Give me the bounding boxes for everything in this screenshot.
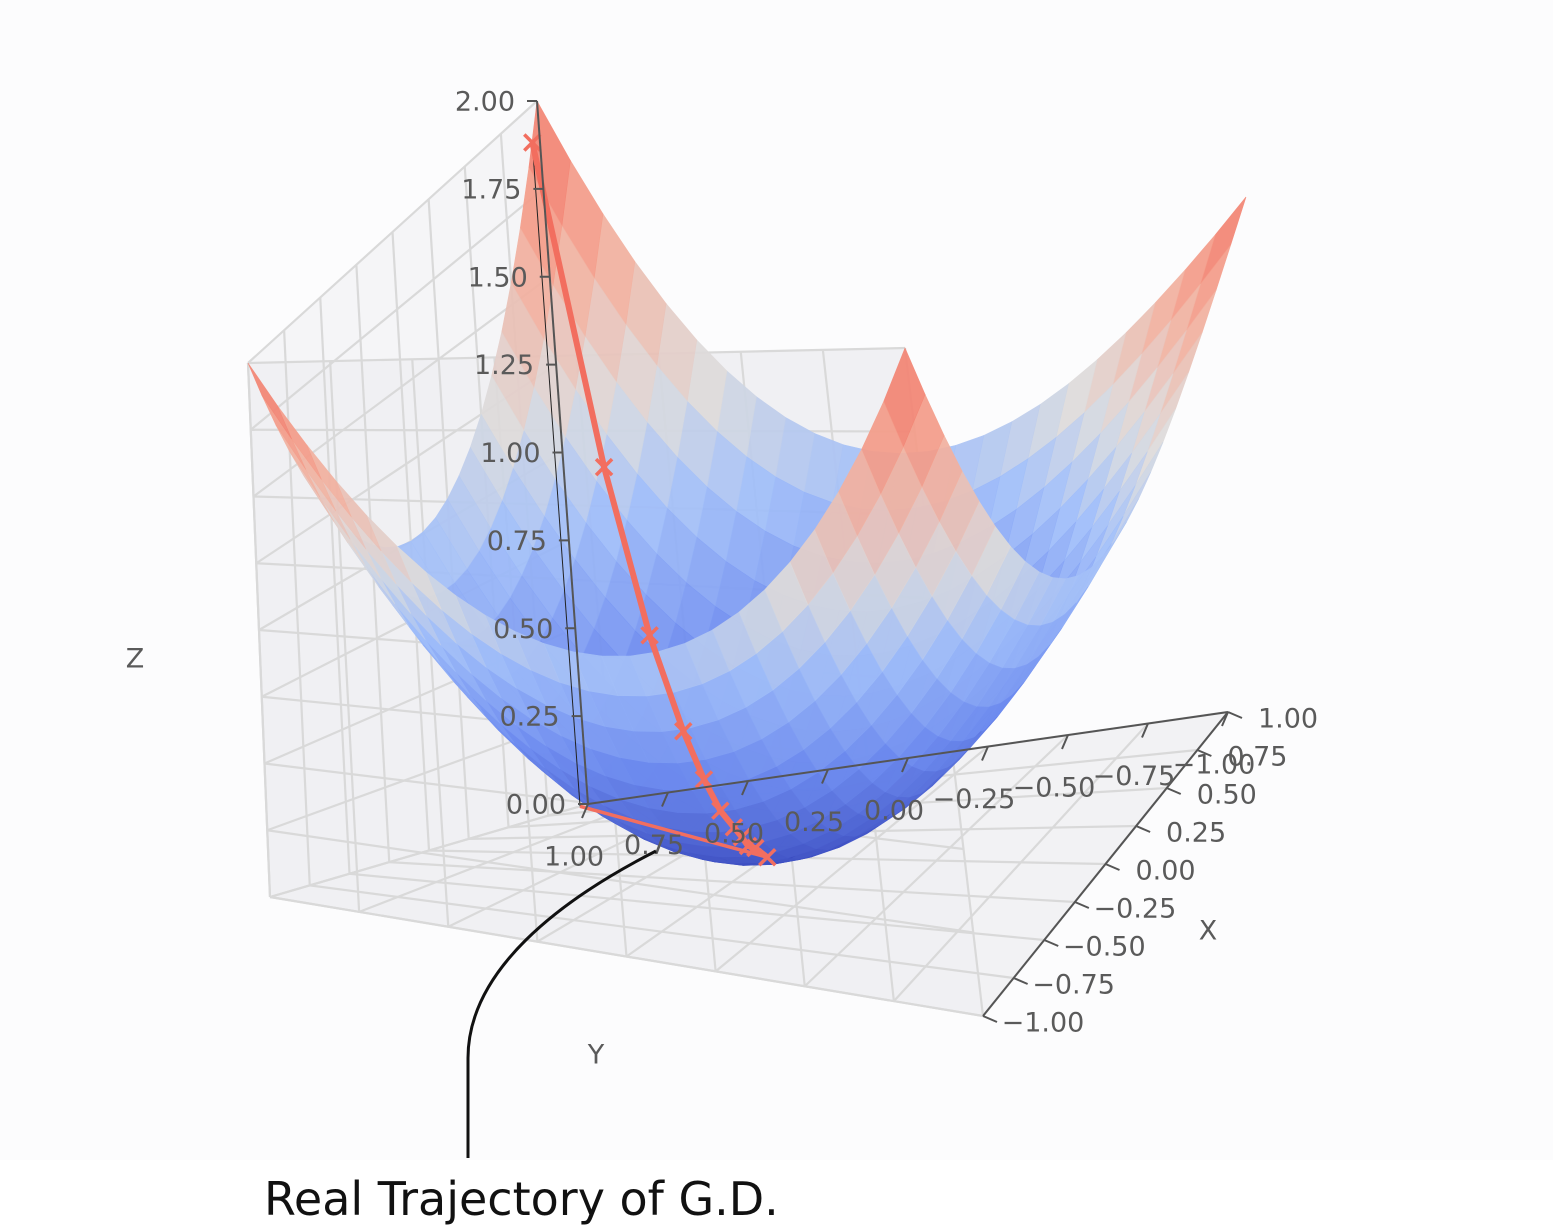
x-tick-label: −0.75: [1032, 970, 1115, 1001]
x-tick-label: −1.00: [1002, 1008, 1085, 1039]
x-tick-label: 1.00: [1258, 704, 1318, 735]
trajectory-marker: [711, 801, 730, 820]
z-tick-label: 0.25: [499, 702, 559, 733]
y-tick-label: 0.00: [864, 796, 924, 827]
x-axis-label: X: [1199, 916, 1218, 947]
y-tick-label: 0.50: [704, 819, 764, 850]
z-tick-label: 1.25: [474, 350, 534, 381]
x-tick-label: 0.00: [1135, 856, 1195, 887]
x-tick-label: 0.50: [1197, 780, 1257, 811]
x-tick-mark: [1074, 901, 1090, 909]
surface-patch: [247, 362, 292, 440]
trajectory-marker: [594, 457, 614, 477]
grid-line: [246, 362, 272, 898]
y-tick-mark: [901, 757, 909, 773]
x-tick-mark: [1135, 825, 1151, 833]
y-tick-label: 0.75: [624, 830, 684, 861]
x-tick-mark: [1043, 939, 1059, 947]
trajectory-marker: [674, 721, 693, 741]
tick-labels: −1.00−0.75−0.50−0.250.000.250.500.751.00…: [126, 87, 1318, 1071]
trajectory-marker: [746, 838, 765, 858]
trajectory: [523, 133, 777, 867]
trajectory-marker: [640, 626, 659, 645]
z-tick-label: 1.00: [480, 438, 540, 469]
y-tick-label: −0.25: [933, 784, 1016, 815]
y-tick-mark: [581, 803, 589, 819]
trajectory-marker: [724, 818, 744, 837]
y-tick-label: 0.25: [784, 807, 844, 838]
annotation-callout-line: [466, 849, 657, 1158]
x-tick-label: 0.25: [1166, 818, 1226, 849]
x-tick-mark: [1196, 749, 1212, 757]
grid-line: [269, 802, 589, 899]
surface-patch: [1200, 196, 1247, 285]
x-tick-mark: [982, 1015, 998, 1023]
x-tick-mark: [1227, 711, 1243, 719]
annotation-label: Real Trajectory of G.D.: [264, 1172, 779, 1226]
y-tick-mark: [981, 746, 989, 761]
y-tick-mark: [1061, 734, 1069, 750]
grid-line: [329, 361, 361, 912]
y-tick-mark: [741, 780, 749, 796]
y-tick-label: −0.50: [1013, 773, 1096, 804]
surface-chart: −1.00−0.75−0.50−0.250.000.250.500.751.00…: [126, 87, 1318, 1158]
x-tick-label: 0.75: [1227, 742, 1287, 773]
z-tick-label: 2.00: [455, 87, 515, 118]
z-tick-label: 1.50: [468, 262, 528, 293]
x-tick-mark: [1105, 863, 1120, 871]
x-tick-mark: [1166, 787, 1182, 795]
x-tick-label: −0.25: [1094, 894, 1177, 925]
y-tick-label: −0.75: [1093, 761, 1176, 792]
x-tick-label: −0.50: [1063, 932, 1146, 963]
trajectory-marker: [694, 770, 714, 789]
y-tick-label: −1.00: [1173, 750, 1256, 781]
x-tick-mark: [1013, 977, 1029, 985]
grid-line: [250, 188, 545, 431]
y-tick-mark: [661, 792, 669, 807]
y-tick-mark: [1141, 723, 1149, 738]
trajectory-marker: [732, 827, 752, 847]
y-tick-label: 1.00: [544, 842, 604, 873]
z-tick-label: 1.75: [461, 174, 521, 205]
trajectory-marker: [758, 848, 777, 867]
trajectory-drop-line: [531, 142, 581, 807]
tick-marks: [527, 100, 1243, 1023]
y-axis-label: Y: [587, 1040, 605, 1071]
y-tick-mark: [1221, 711, 1229, 727]
z-tick-label: 0.50: [493, 614, 553, 645]
grid-line: [247, 100, 538, 364]
trajectory-marker: [523, 133, 542, 152]
z-axis-label: Z: [126, 644, 145, 675]
z-tick-label: 0.75: [487, 526, 547, 557]
trajectory-floor-projection: [579, 804, 768, 859]
y-tick-mark: [821, 769, 829, 784]
trajectory-marker: [738, 836, 758, 856]
z-tick-label: 0.00: [506, 790, 566, 821]
